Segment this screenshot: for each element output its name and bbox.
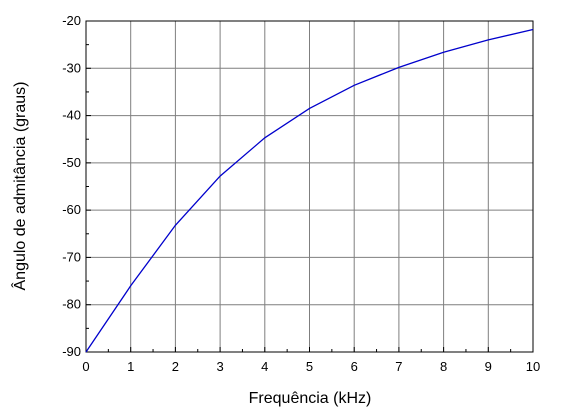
ticks: 0 1 2 3 4 5 6 7 8 9 10 -90 -80 -70 -60 -50 -40 -30 -20 bbox=[62, 13, 540, 374]
x-tick-label: 4 bbox=[261, 359, 268, 374]
x-tick-label: 8 bbox=[440, 359, 447, 374]
x-tick-label: 10 bbox=[526, 359, 540, 374]
y-tick-label: -50 bbox=[62, 155, 81, 170]
y-tick-label: -60 bbox=[62, 202, 81, 217]
series bbox=[85, 28, 534, 353]
grid bbox=[86, 21, 533, 352]
y-tick-label: -80 bbox=[62, 297, 81, 312]
y-axis-label: Ângulo de admitância (graus) bbox=[10, 81, 29, 290]
x-tick-label: 1 bbox=[127, 359, 134, 374]
y-tick-label: -30 bbox=[62, 60, 81, 75]
x-tick-label: 9 bbox=[485, 359, 492, 374]
x-tick-label: 3 bbox=[216, 359, 223, 374]
x-tick-label: 7 bbox=[395, 359, 402, 374]
x-tick-label: 0 bbox=[82, 359, 89, 374]
y-tick-label: -40 bbox=[62, 108, 81, 123]
y-tick-label: -70 bbox=[62, 249, 81, 264]
x-tick-label: 6 bbox=[351, 359, 358, 374]
x-axis-label: Frequência (kHz) bbox=[249, 390, 372, 407]
x-tick-label: 2 bbox=[172, 359, 179, 374]
series-line bbox=[85, 28, 534, 353]
y-tick-label: -90 bbox=[62, 344, 81, 359]
x-tick-label: 5 bbox=[306, 359, 313, 374]
y-tick-label: -20 bbox=[62, 13, 81, 28]
